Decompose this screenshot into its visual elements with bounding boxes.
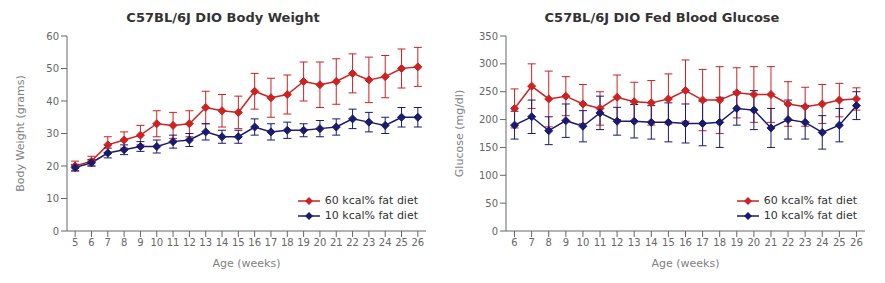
svg-text:26: 26: [411, 237, 424, 248]
svg-text:14: 14: [645, 237, 658, 248]
svg-text:20: 20: [748, 237, 761, 248]
svg-text:11: 11: [167, 237, 180, 248]
svg-text:50: 50: [46, 63, 59, 74]
svg-text:20: 20: [314, 237, 327, 248]
svg-text:Body Weight (grams): Body Weight (grams): [14, 75, 27, 191]
svg-text:250: 250: [479, 86, 498, 97]
svg-text:200: 200: [479, 114, 498, 125]
svg-text:19: 19: [730, 237, 743, 248]
svg-text:40: 40: [46, 96, 59, 107]
svg-text:0: 0: [492, 226, 498, 237]
svg-text:22: 22: [782, 237, 795, 248]
svg-text:10: 10: [46, 193, 59, 204]
svg-text:26: 26: [850, 237, 863, 248]
svg-text:8: 8: [546, 237, 552, 248]
svg-text:Age (weeks): Age (weeks): [213, 257, 281, 270]
html-text:C57BL/6J DIO Body Weight: C57BL/6J DIO Body Weight: [126, 10, 320, 25]
svg-text:0: 0: [53, 226, 59, 237]
svg-text:22: 22: [346, 237, 359, 248]
svg-text:18: 18: [281, 237, 294, 248]
svg-text:8: 8: [121, 237, 127, 248]
svg-text:16: 16: [679, 237, 692, 248]
svg-text:21: 21: [330, 237, 343, 248]
svg-text:150: 150: [479, 142, 498, 153]
svg-text:25: 25: [395, 237, 408, 248]
svg-text:7: 7: [528, 237, 534, 248]
svg-text:14: 14: [216, 237, 229, 248]
svg-text:13: 13: [199, 237, 212, 248]
html-text:C57BL/6J DIO Fed Blood Glucose: C57BL/6J DIO Fed Blood Glucose: [544, 10, 780, 25]
svg-text:9: 9: [563, 237, 569, 248]
svg-text:13: 13: [628, 237, 641, 248]
svg-text:6: 6: [88, 237, 94, 248]
svg-text:50: 50: [485, 198, 498, 209]
svg-text:12: 12: [611, 237, 624, 248]
svg-text:6: 6: [511, 237, 517, 248]
html-text:60 kcal% fat diet: 60 kcal% fat diet: [763, 194, 857, 207]
svg-text:7: 7: [105, 237, 111, 248]
svg-text:17: 17: [265, 237, 278, 248]
svg-text:10: 10: [577, 237, 590, 248]
svg-text:25: 25: [833, 237, 846, 248]
html-text:60 kcal% fat diet: 60 kcal% fat diet: [324, 194, 418, 207]
svg-text:100: 100: [479, 170, 498, 181]
svg-text:18: 18: [713, 237, 726, 248]
svg-text:60: 60: [46, 31, 59, 42]
svg-text:5: 5: [72, 237, 78, 248]
svg-text:9: 9: [137, 237, 143, 248]
svg-text:15: 15: [232, 237, 245, 248]
svg-text:21: 21: [765, 237, 778, 248]
svg-text:23: 23: [363, 237, 376, 248]
svg-text:30: 30: [46, 128, 59, 139]
svg-text:24: 24: [816, 237, 829, 248]
svg-text:350: 350: [479, 31, 498, 42]
svg-text:300: 300: [479, 58, 498, 69]
svg-text:15: 15: [662, 237, 675, 248]
svg-text:23: 23: [799, 237, 812, 248]
svg-text:19: 19: [297, 237, 310, 248]
svg-text:11: 11: [594, 237, 607, 248]
svg-text:17: 17: [696, 237, 709, 248]
svg-text:12: 12: [183, 237, 196, 248]
svg-text:Age (weeks): Age (weeks): [652, 257, 720, 270]
svg-text:16: 16: [248, 237, 261, 248]
svg-text:24: 24: [379, 237, 392, 248]
html-text:10 kcal% fat diet: 10 kcal% fat diet: [763, 209, 857, 222]
html-text:10 kcal% fat diet: 10 kcal% fat diet: [324, 209, 418, 222]
svg-text:Glucose (mg/dl): Glucose (mg/dl): [453, 90, 466, 177]
svg-text:10: 10: [150, 237, 163, 248]
svg-text:20: 20: [46, 161, 59, 172]
